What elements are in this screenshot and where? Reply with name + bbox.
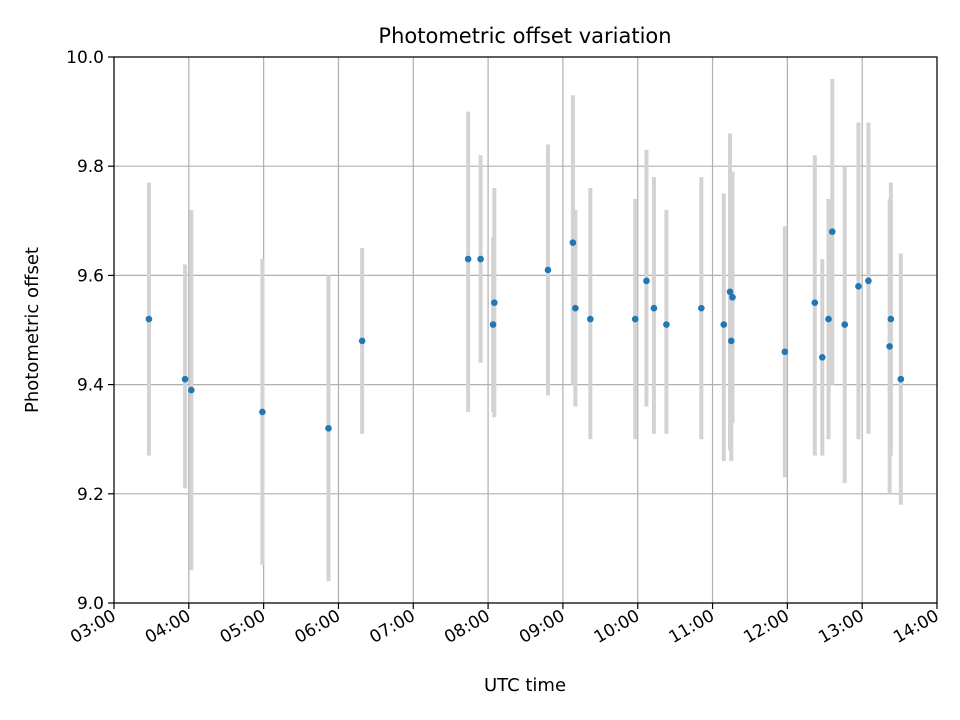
data-point bbox=[587, 315, 594, 323]
x-axis-label: UTC time bbox=[484, 675, 566, 696]
data-point bbox=[325, 424, 332, 432]
data-point bbox=[188, 386, 195, 394]
data-markers bbox=[145, 228, 905, 432]
data-point bbox=[811, 299, 819, 307]
data-point bbox=[841, 321, 849, 328]
data-point bbox=[650, 304, 658, 312]
data-point bbox=[464, 255, 472, 263]
data-point bbox=[477, 255, 484, 263]
data-point bbox=[726, 288, 734, 296]
data-point bbox=[865, 277, 872, 285]
data-point bbox=[855, 283, 862, 290]
y-tick-label: 9.4 bbox=[77, 376, 104, 396]
data-point bbox=[897, 375, 905, 383]
data-point bbox=[818, 354, 826, 361]
data-point bbox=[886, 343, 893, 350]
data-point bbox=[489, 321, 497, 328]
data-point bbox=[643, 277, 650, 285]
grid-lines bbox=[113, 56, 938, 604]
data-point bbox=[828, 228, 836, 236]
data-point bbox=[781, 348, 789, 356]
y-axis-label: Photometric offset bbox=[22, 247, 43, 413]
y-tick-label: 9.2 bbox=[77, 485, 104, 505]
data-point bbox=[544, 266, 552, 274]
data-point bbox=[145, 315, 153, 323]
y-tick-label: 10.0 bbox=[66, 48, 104, 68]
data-point bbox=[572, 304, 579, 312]
data-point bbox=[698, 304, 705, 312]
data-point bbox=[825, 315, 832, 323]
y-tick-label: 9.6 bbox=[77, 266, 104, 286]
data-point bbox=[181, 375, 189, 383]
y-tick-label: 9.8 bbox=[77, 157, 104, 177]
data-point bbox=[663, 321, 670, 328]
data-point bbox=[631, 315, 639, 323]
data-point bbox=[259, 408, 266, 416]
data-point bbox=[569, 239, 577, 246]
data-point bbox=[358, 337, 366, 345]
plot-frame bbox=[113, 56, 938, 604]
chart-title: Photometric offset variation bbox=[378, 24, 671, 48]
data-point bbox=[727, 337, 735, 345]
data-point bbox=[720, 321, 728, 328]
data-point bbox=[491, 299, 498, 307]
y-tick-label: 9.0 bbox=[77, 594, 104, 614]
data-point bbox=[887, 315, 895, 323]
data-point bbox=[729, 293, 736, 301]
